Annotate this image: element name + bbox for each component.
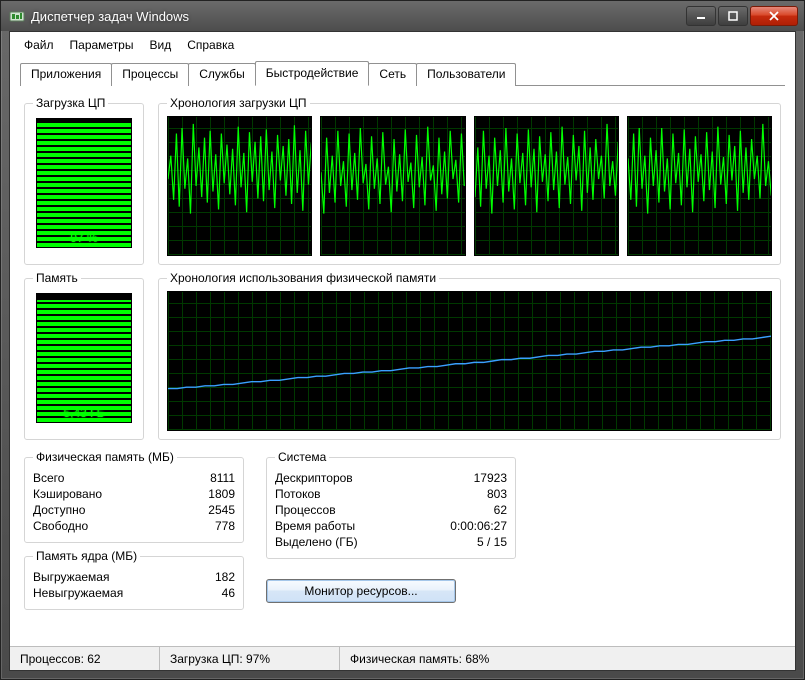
sys-procs-value: 62 — [427, 503, 507, 517]
phys-free-value: 778 — [165, 519, 235, 533]
phys-total-value: 8111 — [165, 471, 235, 485]
kernel-paged-value: 182 — [165, 570, 235, 584]
phys-mem-legend: Физическая память (МБ) — [33, 450, 177, 464]
task-manager-window: Диспетчер задач Windows Файл Параметры В… — [0, 0, 805, 680]
app-icon — [9, 8, 25, 24]
window-buttons — [684, 6, 798, 26]
minimize-button[interactable] — [686, 6, 716, 26]
sys-uptime-label: Время работы — [275, 519, 355, 533]
mem-meter-panel: Память 5,43 ГБ — [24, 271, 144, 440]
system-panel: Система Дескрипторов 17923 Потоков 803 Про… — [266, 450, 516, 559]
tab-performance[interactable]: Быстродействие — [255, 61, 370, 86]
mem-history-legend: Хронология использования физической памя… — [167, 271, 439, 285]
status-processes: Процессов: 62 — [10, 647, 160, 670]
tab-applications[interactable]: Приложения — [20, 63, 112, 86]
cpu-history-chart-3 — [627, 116, 772, 256]
client-area: Файл Параметры Вид Справка Приложения Пр… — [9, 31, 796, 671]
menubar: Файл Параметры Вид Справка — [10, 32, 795, 58]
sys-handles-label: Дескрипторов — [275, 471, 353, 485]
system-legend: Система — [275, 450, 329, 464]
cpu-meter-legend: Загрузка ЦП — [33, 96, 108, 110]
titlebar[interactable]: Диспетчер задач Windows — [1, 1, 804, 31]
sys-commit-value: 5 / 15 — [427, 535, 507, 549]
status-mem: Физическая память: 68% — [340, 647, 795, 670]
sys-commit-label: Выделено (ГБ) — [275, 535, 358, 549]
tab-strip: Приложения Процессы Службы Быстродействи… — [10, 58, 795, 86]
phys-total-label: Всего — [33, 471, 64, 485]
mem-history-chart — [167, 291, 772, 431]
sys-handles-value: 17923 — [427, 471, 507, 485]
tab-processes[interactable]: Процессы — [111, 63, 189, 86]
sys-uptime-value: 0:00:06:27 — [427, 519, 507, 533]
menu-help[interactable]: Справка — [179, 36, 242, 54]
kernel-nonpaged-label: Невыгружаемая — [33, 586, 123, 600]
cpu-meter-value: 97 % — [37, 231, 131, 245]
mem-meter: 5,43 ГБ — [36, 293, 132, 423]
menu-view[interactable]: Вид — [141, 36, 179, 54]
phys-cached-label: Кэшировано — [33, 487, 102, 501]
phys-mem-panel: Физическая память (МБ) Всего 8111 Кэширов… — [24, 450, 244, 543]
kernel-nonpaged-value: 46 — [165, 586, 235, 600]
mem-meter-legend: Память — [33, 271, 81, 285]
menu-file[interactable]: Файл — [16, 36, 62, 54]
perf-content: Загрузка ЦП 97 % Хронология загрузки ЦП … — [10, 86, 795, 646]
sys-procs-label: Процессов — [275, 503, 336, 517]
statusbar: Процессов: 62 Загрузка ЦП: 97% Физическа… — [10, 646, 795, 670]
kernel-paged-label: Выгружаемая — [33, 570, 109, 584]
menu-options[interactable]: Параметры — [62, 36, 142, 54]
phys-free-label: Свободно — [33, 519, 88, 533]
cpu-history-chart-1 — [320, 116, 465, 256]
tab-services[interactable]: Службы — [188, 63, 255, 86]
cpu-history-chart-0 — [167, 116, 312, 256]
status-cpu: Загрузка ЦП: 97% — [160, 647, 340, 670]
cpu-history-panel: Хронология загрузки ЦП — [158, 96, 781, 265]
cpu-history-legend: Хронология загрузки ЦП — [167, 96, 310, 110]
maximize-button[interactable] — [718, 6, 748, 26]
mem-history-panel: Хронология использования физической памя… — [158, 271, 781, 440]
window-title: Диспетчер задач Windows — [31, 9, 684, 24]
phys-avail-value: 2545 — [165, 503, 235, 517]
phys-avail-label: Доступно — [33, 503, 85, 517]
close-button[interactable] — [750, 6, 798, 26]
phys-cached-value: 1809 — [165, 487, 235, 501]
cpu-history-chart-2 — [474, 116, 619, 256]
resource-monitor-button[interactable]: Монитор ресурсов... — [266, 579, 456, 603]
mem-meter-value: 5,43 ГБ — [37, 406, 131, 420]
sys-threads-value: 803 — [427, 487, 507, 501]
cpu-meter: 97 % — [36, 118, 132, 248]
tab-networking[interactable]: Сеть — [368, 63, 417, 86]
sys-threads-label: Потоков — [275, 487, 321, 501]
kernel-mem-legend: Память ядра (МБ) — [33, 549, 140, 563]
cpu-meter-panel: Загрузка ЦП 97 % — [24, 96, 144, 265]
tab-users[interactable]: Пользователи — [416, 63, 516, 86]
kernel-mem-panel: Память ядра (МБ) Выгружаемая 182 Невыгруж… — [24, 549, 244, 610]
